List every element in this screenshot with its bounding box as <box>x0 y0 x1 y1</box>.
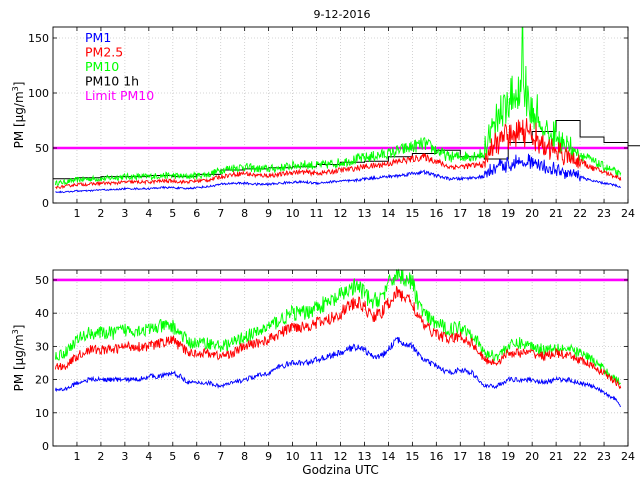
top-xtick-label-2: 2 <box>97 207 104 220</box>
bottom-xtick-label-12: 12 <box>334 450 348 463</box>
bottom-xtick-label-13: 13 <box>357 450 371 463</box>
top-series-pm1 <box>55 153 621 194</box>
bottom-ylabel-main: PM [µg/m <box>12 334 26 391</box>
top-xtick-label-11: 11 <box>310 207 324 220</box>
top-ytick-label-100: 100 <box>28 87 49 100</box>
top-legend-pm2-5: PM2.5 <box>85 45 123 60</box>
bottom-ylabel: PM [µg/m3] <box>11 325 26 392</box>
bottom-xtick-label-21: 21 <box>549 450 563 463</box>
top-ylabel: PM [µg/m3] <box>11 82 26 149</box>
top-xtick-label-13: 13 <box>357 207 371 220</box>
bottom-xlabel: Godzina UTC <box>302 463 378 477</box>
top-xtick-label-24: 24 <box>621 207 635 220</box>
top-xtick-label-23: 23 <box>597 207 611 220</box>
top-xtick-label-22: 22 <box>573 207 587 220</box>
top-ylabel-tail: ] <box>12 82 26 87</box>
top-xtick-label-12: 12 <box>334 207 348 220</box>
top-ytick-label-50: 50 <box>35 142 49 155</box>
top-xtick-label-10: 10 <box>286 207 300 220</box>
top-series-pm10-1h <box>53 120 640 180</box>
bottom-ytick-label-10: 10 <box>35 407 49 420</box>
top-xtick-label-21: 21 <box>549 207 563 220</box>
bottom-xtick-label-9: 9 <box>265 450 272 463</box>
top-xtick-label-7: 7 <box>217 207 224 220</box>
top-xtick-label-6: 6 <box>193 207 200 220</box>
bottom-xtick-label-7: 7 <box>217 450 224 463</box>
top-xtick-label-18: 18 <box>477 207 491 220</box>
top-plot: 1 2 3 4 5 6 7 8 9 10 11 12 13 14 15 16 17 18 19 20 21 22 23 240… <box>11 26 640 220</box>
bottom-ytick-label-30: 30 <box>35 340 49 353</box>
bottom-xtick-label-3: 3 <box>121 450 128 463</box>
top-ylabel-main: PM [µg/m <box>12 91 26 148</box>
bottom-series-pm10 <box>54 268 621 386</box>
top-xtick-label-14: 14 <box>381 207 395 220</box>
chart-title: 9-12-2016 <box>314 8 371 21</box>
bottom-plot: 1 2 3 4 5 6 7 8 9 10 11 12 13 14 15 16 17 18 19 20 21 22 23 240… <box>11 268 635 477</box>
bottom-series-pm25 <box>54 286 622 390</box>
bottom-ytick-label-50: 50 <box>35 274 49 287</box>
top-legend-limit-pm10: Limit PM10 <box>85 88 154 103</box>
bottom-xtick-label-22: 22 <box>573 450 587 463</box>
bottom-xtick-label-18: 18 <box>477 450 491 463</box>
top-legend-pm1: PM1 <box>85 30 111 45</box>
top-xtick-label-3: 3 <box>121 207 128 220</box>
bottom-xtick-label-20: 20 <box>525 450 539 463</box>
bottom-series-pm1 <box>54 336 622 408</box>
bottom-xtick-label-24: 24 <box>621 450 635 463</box>
bottom-xtick-label-10: 10 <box>286 450 300 463</box>
bottom-xtick-label-1: 1 <box>73 450 80 463</box>
top-xtick-label-15: 15 <box>405 207 419 220</box>
bottom-xtick-label-5: 5 <box>169 450 176 463</box>
bottom-xtick-label-19: 19 <box>501 450 515 463</box>
top-series-pm10 <box>54 26 622 186</box>
bottom-xtick-label-16: 16 <box>429 450 443 463</box>
top-xtick-label-17: 17 <box>453 207 467 220</box>
top-xtick-label-4: 4 <box>145 207 152 220</box>
top-xtick-label-5: 5 <box>169 207 176 220</box>
bottom-xtick-label-8: 8 <box>241 450 248 463</box>
top-ytick-label-150: 150 <box>28 32 49 45</box>
top-xtick-label-1: 1 <box>73 207 80 220</box>
bottom-ylabel-tail: ] <box>12 325 26 330</box>
top-legend-pm10-1h: PM10 1h <box>85 74 139 89</box>
bottom-xtick-label-11: 11 <box>310 450 324 463</box>
bottom-ytick-label-20: 20 <box>35 374 49 387</box>
bottom-xtick-label-2: 2 <box>97 450 104 463</box>
top-ylabel-sup: 3 <box>11 86 20 91</box>
bottom-xtick-label-23: 23 <box>597 450 611 463</box>
top-xtick-label-9: 9 <box>265 207 272 220</box>
bottom-xtick-label-4: 4 <box>145 450 152 463</box>
bottom-xtick-label-6: 6 <box>193 450 200 463</box>
top-xtick-label-19: 19 <box>501 207 515 220</box>
top-ytick-label-0: 0 <box>42 197 49 210</box>
bottom-ylabel-sup: 3 <box>11 329 20 334</box>
top-legend-pm10: PM10 <box>85 59 119 74</box>
bottom-xtick-label-15: 15 <box>405 450 419 463</box>
bottom-xtick-label-17: 17 <box>453 450 467 463</box>
bottom-ytick-label-0: 0 <box>42 440 49 453</box>
bottom-ytick-label-40: 40 <box>35 307 49 320</box>
top-xtick-label-16: 16 <box>429 207 443 220</box>
top-xtick-label-20: 20 <box>525 207 539 220</box>
top-xtick-label-8: 8 <box>241 207 248 220</box>
top-series-pm25 <box>55 118 622 190</box>
bottom-xtick-label-14: 14 <box>381 450 395 463</box>
